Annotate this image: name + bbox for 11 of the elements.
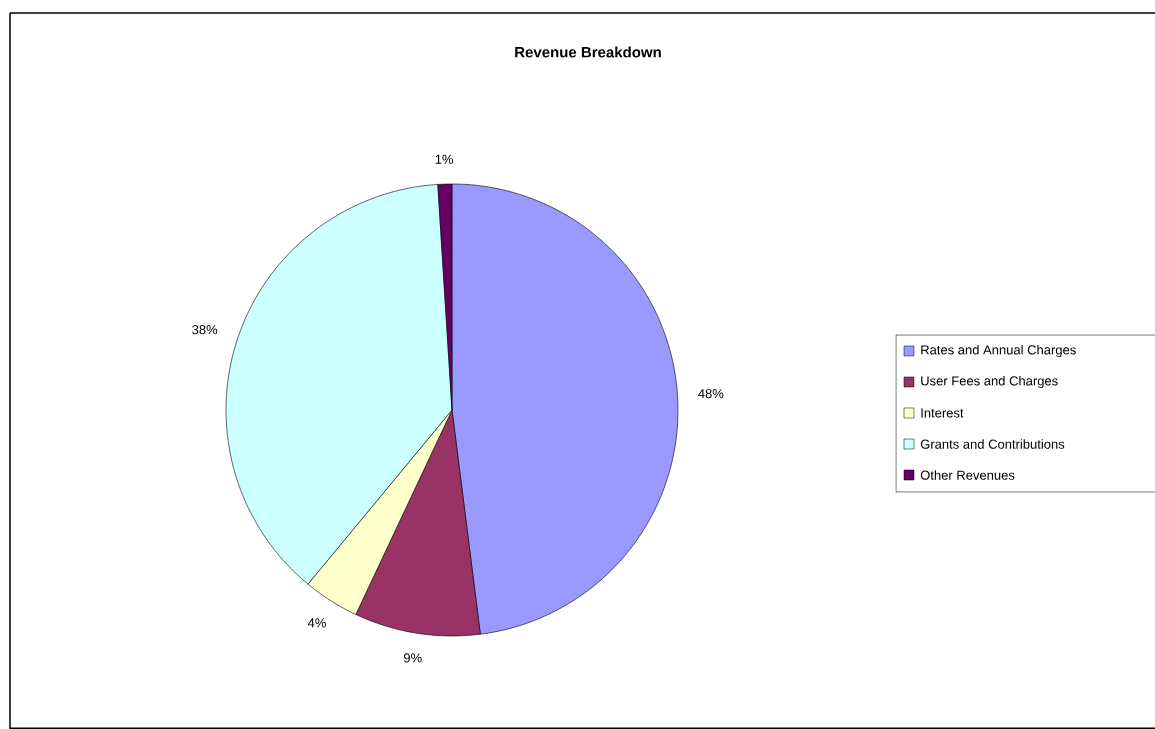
legend-label: Other Revenues — [920, 470, 1015, 480]
chart-title: Revenue Breakdown — [515, 46, 661, 58]
legend-label: Rates and Annual Charges — [921, 344, 1076, 358]
data-label: 9% — [403, 653, 422, 663]
data-label: 38% — [192, 325, 218, 335]
data-label: 4% — [307, 618, 326, 628]
legend-label: Interest — [921, 408, 964, 418]
legend-label: Grants and Contributions — [920, 439, 1065, 449]
data-label: 1% — [435, 154, 454, 164]
data-label: 48% — [698, 389, 724, 399]
legend-label: User Fees and Charges — [921, 375, 1058, 389]
